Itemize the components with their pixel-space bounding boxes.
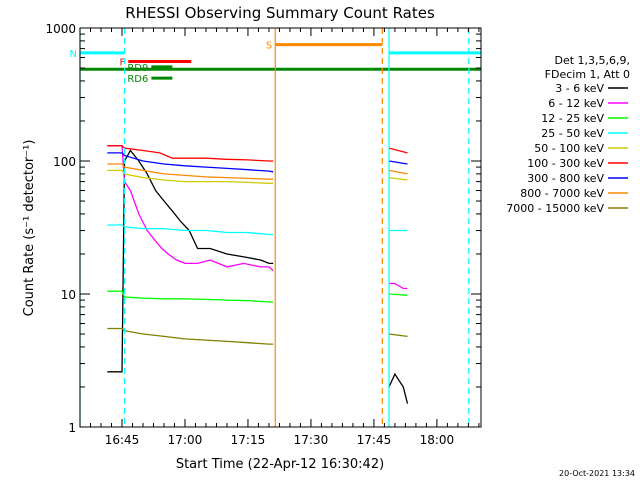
legend-label-6: 300 - 800 keV [527, 172, 604, 185]
flag-bar-label-5: RD9 [127, 63, 148, 74]
series-line-6 [107, 152, 408, 173]
y-tick-label-3: 1000 [45, 22, 76, 36]
x-tick-label-3: 17:30 [294, 433, 329, 447]
series-line-8 [107, 327, 408, 345]
series-line-2 [107, 290, 408, 303]
legend-label-8: 7000 - 15000 keV [506, 202, 604, 215]
x-tick-label-2: 17:15 [231, 433, 266, 447]
legend-label-1: 6 - 12 keV [548, 97, 604, 110]
y-tick-label-0: 1 [68, 421, 76, 435]
x-tick-label-5: 18:00 [420, 433, 455, 447]
legend-label-3: 25 - 50 keV [541, 127, 604, 140]
series-lines [107, 145, 409, 404]
x-tick-label-0: 16:45 [105, 433, 140, 447]
flag-bar-label-0: N [70, 49, 77, 60]
series-line-4 [107, 169, 408, 184]
legend: Det 1,3,5,6,9,FDecim 1, Att 03 - 6 keV 6 … [506, 54, 630, 215]
axes: 16:45 17:00 17:15 17:30 17:45 18:00 1 10 100 1000 [45, 22, 481, 447]
series-line-5 [107, 145, 408, 162]
flag-bar-label-2: S [266, 41, 272, 52]
y-tick-label-2: 100 [53, 155, 76, 169]
series-line-0 [107, 149, 409, 404]
x-axis-label: Start Time (22-Apr-12 16:30:42) [176, 457, 384, 472]
x-tick-label-4: 17:45 [357, 433, 392, 447]
timestamp: 20-Oct-2021 13:34 [559, 469, 635, 478]
chart-title: RHESSI Observing Summary Count Rates [125, 4, 435, 22]
x-tick-label-1: 17:00 [168, 433, 203, 447]
legend-label-5: 100 - 300 keV [527, 157, 604, 170]
legend-label-4: 50 - 100 keV [534, 142, 604, 155]
plot-frame [79, 27, 482, 428]
y-axis-label: Count Rate (s⁻¹ detector⁻¹) [22, 140, 37, 317]
series-line-3 [107, 224, 408, 236]
flag-bar-label-3: F [120, 57, 126, 68]
legend-header-1: FDecim 1, Att 0 [545, 68, 630, 81]
legend-label-2: 12 - 25 keV [541, 112, 604, 125]
series-line-7 [107, 163, 408, 180]
legend-header-0: Det 1,3,5,6,9, [554, 54, 630, 67]
y-tick-label-1: 10 [61, 288, 76, 302]
flag-bar-label-6: RD6 [127, 74, 148, 85]
legend-label-0: 3 - 6 keV [555, 82, 604, 95]
series-line-1 [107, 145, 408, 290]
legend-label-7: 800 - 7000 keV [520, 187, 604, 200]
